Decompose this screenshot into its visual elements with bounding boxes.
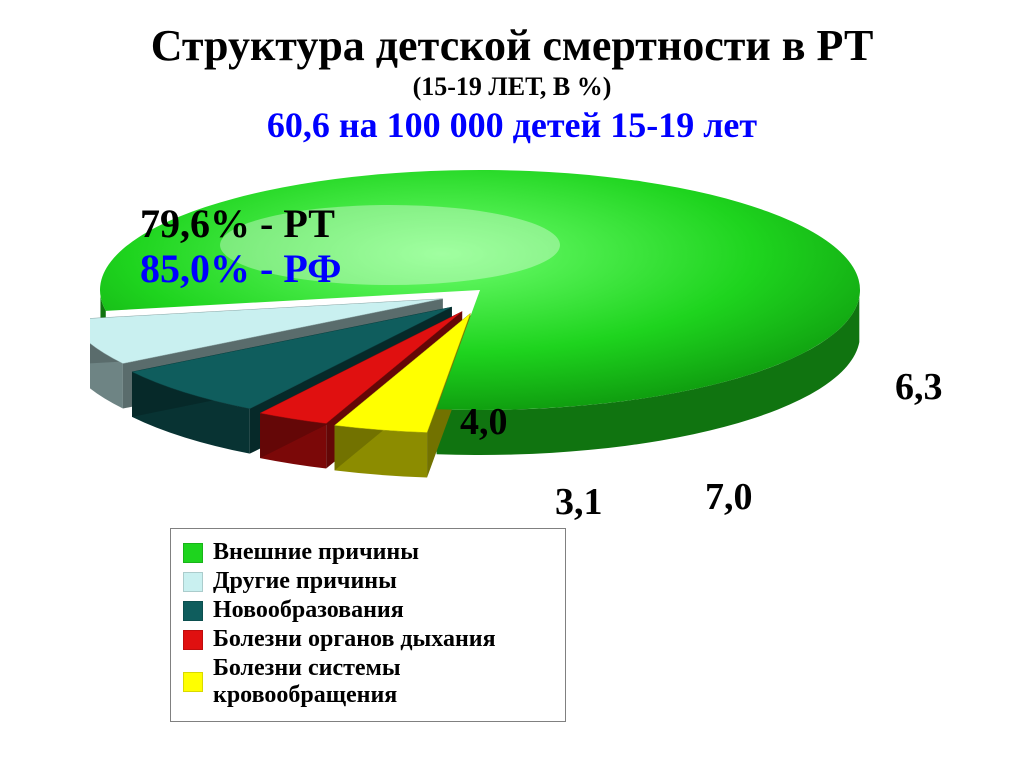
- subtitle-blue: 60,6 на 100 000 детей 15-19 лет: [0, 104, 1024, 146]
- legend-item: Болезни системы кровообращения: [183, 655, 553, 709]
- legend-swatch: [183, 672, 203, 692]
- legend-item: Внешние причины: [183, 539, 553, 566]
- legend-item: Болезни органов дыхания: [183, 626, 553, 653]
- legend-label: Новообразования: [213, 597, 404, 624]
- legend-swatch: [183, 601, 203, 621]
- legend-label: Болезни системы кровообращения: [213, 655, 553, 709]
- legend-swatch: [183, 630, 203, 650]
- overlay-rf: 85,0% - РФ: [140, 245, 341, 292]
- legend-item: Другие причины: [183, 568, 553, 595]
- data-label-3-1: 3,1: [555, 480, 603, 524]
- title-main: Структура детской смертности в РТ: [0, 20, 1024, 71]
- legend-swatch: [183, 572, 203, 592]
- legend-label: Внешние причины: [213, 539, 419, 566]
- data-label-7-0: 7,0: [705, 475, 753, 519]
- legend-label: Другие причины: [213, 568, 397, 595]
- legend-item: Новообразования: [183, 597, 553, 624]
- legend-label: Болезни органов дыхания: [213, 626, 496, 653]
- data-label-6-3: 6,3: [895, 365, 943, 409]
- title-sub: (15-19 ЛЕТ, В %): [0, 72, 1024, 102]
- legend: Внешние причиныДругие причиныНовообразов…: [170, 528, 566, 722]
- slide: Структура детской смертности в РТ (15-19…: [0, 0, 1024, 767]
- data-label-4-0: 4,0: [460, 400, 508, 444]
- legend-swatch: [183, 543, 203, 563]
- overlay-rt: 79,6% - РТ: [140, 200, 335, 247]
